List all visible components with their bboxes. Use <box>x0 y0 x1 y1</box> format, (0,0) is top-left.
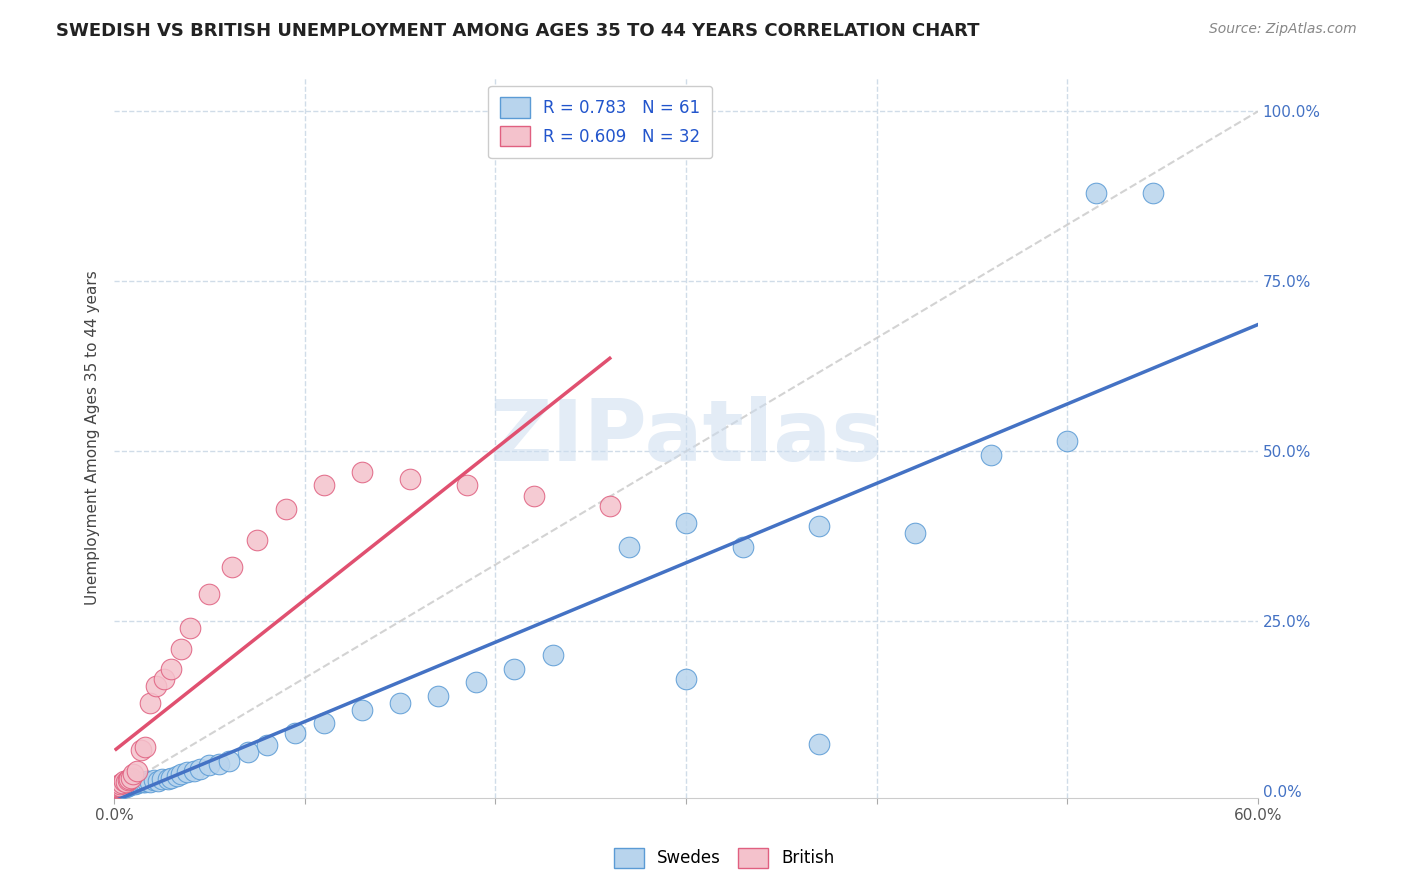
Point <box>117 779 139 793</box>
Point <box>170 767 193 781</box>
Point <box>170 641 193 656</box>
Point <box>733 540 755 554</box>
Point <box>198 758 221 772</box>
Point <box>284 726 307 740</box>
Point <box>208 757 231 772</box>
Point <box>980 448 1002 462</box>
Point <box>125 764 148 778</box>
Point <box>114 778 136 792</box>
Text: SWEDISH VS BRITISH UNEMPLOYMENT AMONG AGES 35 TO 44 YEARS CORRELATION CHART: SWEDISH VS BRITISH UNEMPLOYMENT AMONG AG… <box>56 22 980 40</box>
Point <box>122 776 145 790</box>
Point <box>522 489 544 503</box>
Point <box>427 689 450 703</box>
Point <box>107 780 129 794</box>
Point <box>135 774 157 789</box>
Point <box>145 679 167 693</box>
Point <box>146 774 169 789</box>
Point <box>246 533 269 547</box>
Point <box>122 767 145 781</box>
Point <box>108 779 131 793</box>
Point <box>125 776 148 790</box>
Point <box>112 774 135 789</box>
Point <box>176 765 198 780</box>
Point <box>111 780 134 794</box>
Point <box>541 648 564 663</box>
Point <box>617 540 640 554</box>
Point <box>160 771 183 785</box>
Point <box>398 471 420 485</box>
Point <box>117 777 139 791</box>
Point <box>1056 434 1078 449</box>
Point <box>107 780 129 794</box>
Point <box>312 716 335 731</box>
Point <box>120 777 142 791</box>
Point <box>156 772 179 786</box>
Point <box>274 502 297 516</box>
Point <box>105 780 128 795</box>
Point <box>503 662 526 676</box>
Point <box>218 754 240 768</box>
Legend: R = 0.783   N = 61, R = 0.609   N = 32: R = 0.783 N = 61, R = 0.609 N = 32 <box>488 86 713 158</box>
Point <box>122 777 145 791</box>
Point <box>108 780 131 794</box>
Point <box>312 478 335 492</box>
Point <box>105 780 128 795</box>
Point <box>350 465 373 479</box>
Point <box>160 662 183 676</box>
Point <box>112 779 135 793</box>
Point <box>111 780 134 795</box>
Point <box>198 587 221 601</box>
Point <box>599 499 621 513</box>
Point <box>675 672 697 686</box>
Point <box>108 780 131 795</box>
Point <box>111 776 134 790</box>
Point <box>808 737 831 751</box>
Point <box>256 738 278 752</box>
Point <box>152 672 174 686</box>
Point <box>221 560 243 574</box>
Legend: Swedes, British: Swedes, British <box>607 841 841 875</box>
Point <box>143 773 166 788</box>
Point <box>1084 186 1107 200</box>
Point <box>456 478 478 492</box>
Point <box>179 621 201 635</box>
Point <box>150 772 173 786</box>
Text: ZIPatlas: ZIPatlas <box>489 396 883 479</box>
Point <box>118 778 141 792</box>
Point <box>105 780 128 794</box>
Point <box>389 696 412 710</box>
Point <box>132 774 155 789</box>
Y-axis label: Unemployment Among Ages 35 to 44 years: Unemployment Among Ages 35 to 44 years <box>86 270 100 605</box>
Point <box>904 525 927 540</box>
Point <box>129 743 152 757</box>
Point <box>105 780 128 795</box>
Point <box>1142 186 1164 200</box>
Point <box>183 764 205 778</box>
Point <box>120 771 142 785</box>
Point <box>675 516 697 530</box>
Point <box>105 780 128 795</box>
Point <box>114 780 136 794</box>
Point <box>236 745 259 759</box>
Point <box>166 769 188 783</box>
Point <box>124 777 146 791</box>
Text: Source: ZipAtlas.com: Source: ZipAtlas.com <box>1209 22 1357 37</box>
Point <box>107 779 129 793</box>
Point <box>808 519 831 533</box>
Point <box>108 777 131 791</box>
Point <box>117 773 139 788</box>
Point <box>112 780 135 794</box>
Point <box>118 772 141 786</box>
Point <box>465 675 488 690</box>
Point <box>134 775 156 789</box>
Point <box>188 762 211 776</box>
Point <box>139 774 162 789</box>
Point <box>114 774 136 789</box>
Point <box>107 779 129 793</box>
Point <box>139 696 162 710</box>
Point <box>134 740 156 755</box>
Point <box>128 775 150 789</box>
Point <box>350 703 373 717</box>
Point <box>107 780 129 794</box>
